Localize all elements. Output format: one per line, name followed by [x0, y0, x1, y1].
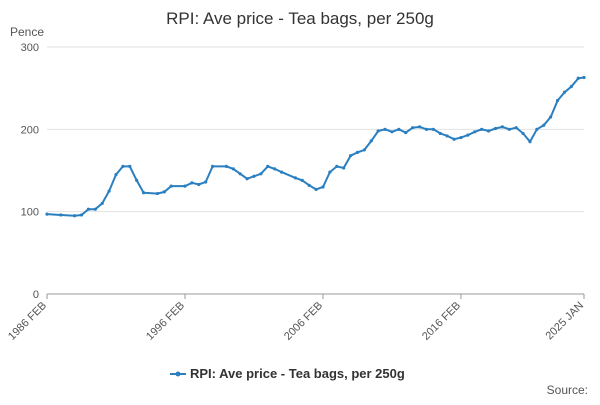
data-point	[459, 135, 463, 140]
x-tick-label: 1996 FEB	[144, 300, 187, 343]
data-point	[79, 213, 84, 217]
data-point	[486, 129, 491, 133]
data-point	[355, 150, 360, 154]
data-point	[183, 184, 187, 188]
data-point	[404, 131, 408, 135]
data-point	[493, 126, 498, 131]
data-point	[121, 164, 125, 168]
data-point	[169, 184, 173, 188]
data-point	[390, 130, 394, 134]
data-point	[452, 137, 456, 141]
data-point	[473, 130, 477, 134]
data-point	[245, 177, 249, 181]
data-point	[582, 75, 586, 80]
data-point	[204, 180, 208, 184]
data-point	[273, 167, 277, 171]
x-tick-label: 2016 FEB	[420, 300, 463, 343]
data-point	[383, 127, 387, 131]
data-point	[562, 90, 567, 94]
data-point	[535, 127, 539, 131]
y-tick-label: 0	[33, 289, 39, 301]
legend-marker	[175, 371, 181, 377]
x-tick-label: 2025 JAN	[543, 300, 586, 343]
data-point	[231, 167, 235, 171]
y-tick-label: 100	[21, 207, 39, 219]
data-point	[266, 164, 270, 168]
data-point	[438, 131, 442, 136]
data-point	[342, 166, 346, 170]
data-point	[93, 207, 97, 211]
y-tick-label: 200	[21, 124, 39, 136]
data-point	[576, 76, 580, 80]
data-point	[542, 123, 546, 127]
data-point	[348, 154, 353, 158]
data-point	[507, 127, 511, 131]
data-point	[362, 148, 366, 152]
data-point	[135, 178, 139, 182]
data-point	[376, 129, 380, 133]
data-point	[128, 164, 132, 168]
data-point	[45, 212, 49, 216]
data-point	[86, 207, 90, 211]
data-point	[569, 84, 573, 89]
y-axis-label: Pence	[10, 25, 44, 39]
data-point	[555, 98, 560, 103]
data-point	[155, 191, 159, 196]
data-point	[328, 170, 332, 174]
data-point	[210, 164, 215, 168]
data-point	[314, 187, 318, 192]
data-point	[259, 172, 263, 176]
data-point	[335, 164, 339, 168]
data-point	[521, 131, 525, 136]
data-point	[252, 174, 256, 178]
data-point	[197, 182, 201, 187]
data-point	[300, 178, 304, 182]
data-point	[162, 190, 166, 194]
data-point	[514, 126, 518, 130]
data-point	[100, 201, 104, 206]
data-point	[424, 127, 429, 131]
data-point	[369, 139, 373, 143]
data-point	[480, 127, 484, 131]
data-point	[528, 140, 532, 144]
data-point	[307, 183, 311, 187]
data-point	[411, 126, 415, 130]
data-point	[279, 170, 284, 174]
data-point	[293, 176, 297, 180]
legend-label: RPI: Ave price - Tea bags, per 250g	[190, 366, 405, 381]
data-point	[445, 134, 449, 138]
y-tick-label: 300	[21, 42, 39, 54]
data-point	[321, 185, 325, 189]
chart-title: RPI: Ave price - Tea bags, per 250g	[166, 9, 434, 28]
data-line	[46, 76, 585, 217]
data-point	[549, 115, 553, 119]
data-point	[417, 125, 422, 129]
data-point	[397, 127, 401, 131]
data-point	[59, 213, 63, 217]
data-point	[190, 181, 194, 185]
data-point	[72, 214, 77, 218]
x-tick-label: 1986 FEB	[6, 300, 49, 343]
x-tick-label: 2006 FEB	[282, 300, 325, 343]
data-point	[238, 172, 242, 176]
data-point	[114, 173, 118, 177]
source: Source:	[547, 383, 588, 397]
data-point	[431, 127, 435, 131]
data-point	[224, 164, 228, 168]
data-point	[107, 189, 111, 193]
data-point	[500, 125, 504, 129]
data-point	[141, 191, 146, 195]
data-point	[466, 133, 470, 137]
